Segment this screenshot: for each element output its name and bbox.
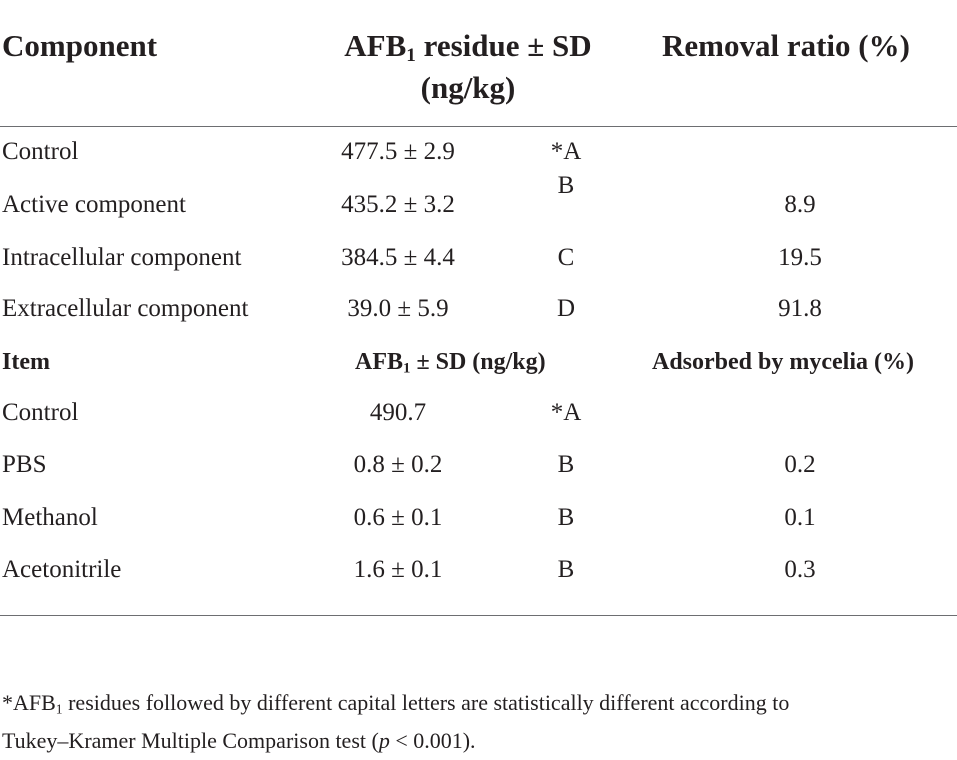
row-residue: 0.6 ± 0.1: [353, 504, 443, 531]
subheader-afb-pre: AFB: [355, 349, 403, 375]
row-residue: 1.6 ± 0.1: [353, 556, 443, 583]
row-letter: B: [557, 556, 575, 583]
row-letter: C: [557, 244, 575, 271]
row-ratio: 0.2: [784, 451, 816, 478]
header-residue: AFB1 residue ± SD: [312, 27, 624, 65]
row-letter: B: [557, 451, 575, 478]
row-ratio: 8.9: [784, 191, 816, 218]
row-name: PBS: [2, 451, 47, 478]
row-ratio: 0.1: [784, 504, 816, 531]
subheader-item: Item: [2, 349, 50, 375]
footnote-line2-pre: Tukey–Kramer Multiple Comparison test (: [2, 728, 379, 753]
header-residue-unit: (ng/kg): [420, 70, 516, 105]
subheader-adsorbed: Adsorbed by mycelia (%): [652, 349, 914, 375]
footnote-line-2: Tukey–Kramer Multiple Comparison test (p…: [2, 722, 952, 760]
subheader-afb: AFB1 ± SD (ng/kg): [355, 347, 546, 377]
row-name: Intracellular component: [2, 244, 242, 271]
row-name: Control: [2, 399, 79, 426]
row-letter: D: [556, 295, 576, 322]
row-name: Control: [2, 138, 79, 165]
row-name: Acetonitrile: [2, 556, 122, 583]
row-ratio: 91.8: [778, 295, 822, 322]
footnote-line2-post: < 0.001).: [389, 728, 476, 753]
footnote: *AFB1 residues followed by different cap…: [2, 684, 952, 760]
subheader-afb-sub: 1: [403, 360, 411, 377]
header-residue-post: residue ± SD: [415, 28, 592, 63]
row-residue: 477.5 ± 2.9: [341, 138, 455, 165]
row-letter: B: [557, 172, 575, 199]
row-residue: 490.7: [369, 399, 427, 426]
header-residue-pre: AFB: [344, 28, 407, 63]
row-residue: 435.2 ± 3.2: [341, 191, 455, 218]
row-residue: 39.0 ± 5.9: [347, 295, 449, 322]
row-letter: B: [557, 504, 575, 531]
row-ratio: 0.3: [784, 556, 816, 583]
footnote-post: residues followed by different capital l…: [62, 690, 790, 715]
row-name: Active component: [2, 191, 186, 218]
row-residue: 0.8 ± 0.2: [353, 451, 443, 478]
subheader-afb-post: ± SD (ng/kg): [410, 349, 546, 375]
footnote-p-italic: p: [378, 728, 390, 753]
row-name: Methanol: [2, 504, 98, 531]
footnote-pre: *AFB: [2, 690, 56, 715]
row-residue: 384.5 ± 4.4: [341, 244, 455, 271]
header-removal: Removal ratio (%): [662, 28, 910, 63]
footnote-line-1: *AFB1 residues followed by different cap…: [2, 684, 952, 722]
row-ratio: 19.5: [778, 244, 822, 271]
row-name: Extracellular component: [2, 295, 249, 322]
footnote-sub: 1: [55, 701, 63, 717]
row-letter: *A: [550, 138, 582, 165]
header-rule: [0, 126, 957, 127]
bottom-rule: [0, 615, 957, 616]
row-letter: *A: [550, 399, 582, 426]
header-component: Component: [2, 28, 158, 63]
header-residue-sub: 1: [406, 44, 416, 66]
